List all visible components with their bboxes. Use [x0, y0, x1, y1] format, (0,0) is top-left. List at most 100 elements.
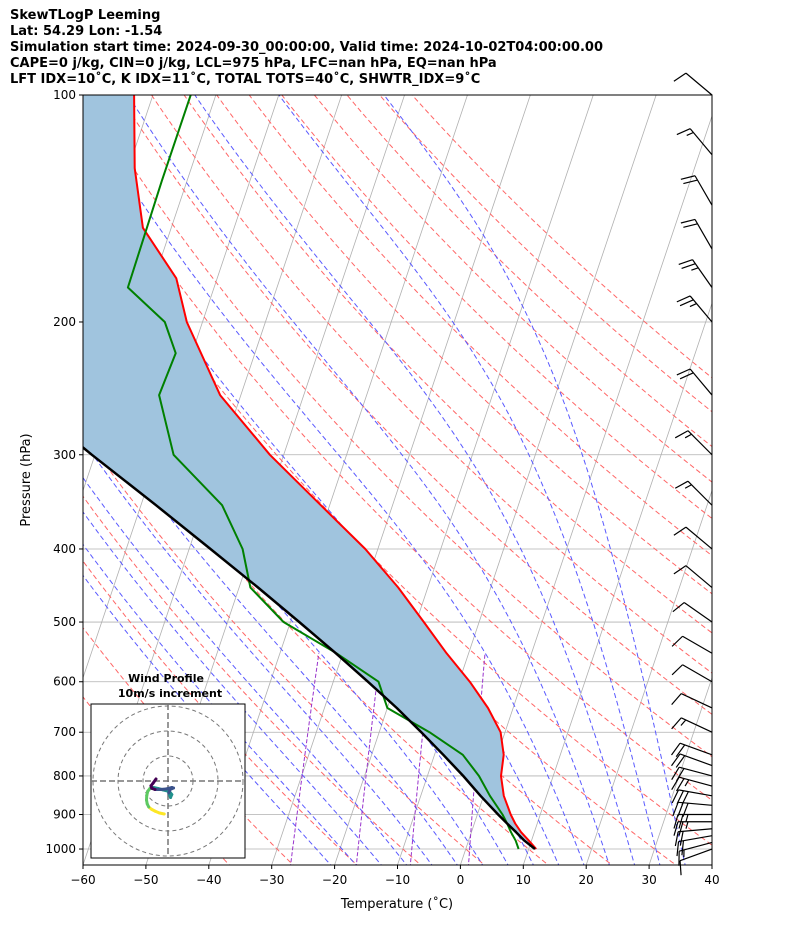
wind-barb [674, 430, 713, 456]
wind-barb [673, 72, 713, 96]
wind-barb [673, 565, 713, 588]
moist-adiabat [127, 95, 610, 865]
wind-barb [672, 801, 713, 818]
moist-adiabat [83, 109, 585, 865]
moist-adiabat [83, 574, 332, 865]
wind-barb [676, 835, 713, 857]
wind-barb [676, 368, 713, 396]
x-tick-label: −10 [385, 873, 410, 887]
x-tick-label: −20 [322, 873, 347, 887]
x-tick-label: −60 [70, 873, 95, 887]
y-tick-label: 400 [53, 542, 76, 556]
wind-barb [680, 218, 713, 250]
wind-barb [671, 664, 713, 683]
dry-adiabat [85, 95, 712, 758]
title-times: Simulation start time: 2024-09-30_00:00:… [10, 40, 603, 55]
wind-barbs [671, 72, 713, 876]
wind-barb [673, 526, 713, 550]
y-tick-label: 700 [53, 725, 76, 739]
parcel-path-line [83, 445, 536, 850]
hodograph-segment [151, 777, 158, 785]
y-tick-label: 900 [53, 808, 76, 822]
wind-barb [671, 693, 713, 709]
dry-adiabat [83, 432, 486, 865]
wind-barb [674, 480, 713, 506]
wind-barb [680, 175, 713, 206]
y-tick-label: 100 [53, 88, 76, 102]
isotherm [711, 863, 712, 865]
parcel-area-shade [83, 95, 537, 849]
dry-adiabat [83, 495, 422, 865]
hodograph-title: Wind Profile [128, 672, 204, 685]
x-tick-label: 10 [516, 873, 531, 887]
dry-adiabat [216, 95, 712, 595]
title-station: SkewTLogP Leeming [10, 8, 161, 23]
temperature-line [133, 95, 537, 850]
wind-barb [671, 742, 713, 758]
x-tick-label: −30 [259, 873, 284, 887]
dry-adiabat [378, 95, 712, 413]
wind-barb [676, 128, 713, 156]
y-tick-label: 600 [53, 675, 76, 689]
wind-barb [679, 848, 713, 876]
dry-adiabat [183, 95, 712, 634]
parcel-shade-layer [83, 95, 537, 849]
wind-barb [678, 259, 713, 288]
wind-barb [671, 766, 713, 782]
dry-adiabat [118, 95, 712, 715]
y-tick-label: 200 [53, 315, 76, 329]
isotherm [271, 95, 531, 865]
wind-barb [674, 828, 713, 847]
dry-adiabat [83, 560, 358, 865]
wind-barb [671, 789, 713, 805]
profile-layer [83, 95, 537, 850]
isotherm [83, 95, 91, 118]
isotherm [459, 114, 712, 865]
isotherm [208, 95, 468, 865]
x-tick-label: 30 [641, 873, 656, 887]
y-axis-label: Pressure (hPa) [19, 433, 34, 526]
wind-barb [673, 821, 712, 836]
isotherm [397, 95, 657, 865]
mixing-ratio-line [290, 653, 320, 865]
dry-adiabat [313, 95, 712, 483]
isotherm [648, 676, 712, 865]
x-axis: −60 −50 −40 −30 −20 −10 0 10 20 30 40 [70, 865, 720, 887]
isotherm [585, 489, 712, 865]
isotherm [83, 95, 217, 492]
wind-barb [671, 635, 713, 654]
hodograph-subtitle: 10m/s increment [118, 687, 222, 700]
wind-barb [678, 841, 713, 866]
x-tick-label: −40 [196, 873, 221, 887]
hodograph: Wind Profile 10m/s increment [90, 672, 246, 859]
y-tick-label: 500 [53, 615, 76, 629]
y-tick-label: 800 [53, 769, 76, 783]
title-indices-1: CAPE=0 j/kg, CIN=0 j/kg, LCL=975 hPa, LF… [10, 56, 497, 71]
wind-barb [672, 602, 713, 623]
moist-adiabat [83, 511, 382, 865]
wind-barb [676, 295, 713, 323]
wind-barb [671, 753, 713, 768]
moist-adiabat [383, 95, 686, 865]
moist-adiabat [83, 543, 357, 865]
moist-adiabat [194, 95, 636, 865]
title-block: SkewTLogP Leeming Lat: 54.29 Lon: -1.54 … [10, 8, 603, 88]
y-tick-label: 1000 [45, 842, 76, 856]
wind-barb [671, 717, 713, 733]
dry-adiabat [281, 95, 712, 520]
mixing-ratio-line [355, 653, 381, 865]
title-location: Lat: 54.29 Lon: -1.54 [10, 24, 163, 39]
x-tick-label: −50 [133, 873, 158, 887]
y-axis: 100 200 300 400 500 600 700 800 900 1000 [45, 88, 83, 856]
y-tick-label: 300 [53, 448, 76, 462]
x-tick-label: 40 [704, 873, 719, 887]
dry-adiabat [248, 95, 712, 557]
dry-adiabat [150, 95, 712, 674]
x-axis-label: Temperature (˚C) [340, 896, 453, 912]
x-tick-label: 0 [457, 873, 465, 887]
dry-adiabat [83, 197, 712, 846]
moist-adiabat [83, 400, 458, 865]
isotherm [334, 95, 594, 865]
title-indices-2: LFT IDX=10˚C, K IDX=11˚C, TOTAL TOTS=40˚… [10, 72, 481, 87]
